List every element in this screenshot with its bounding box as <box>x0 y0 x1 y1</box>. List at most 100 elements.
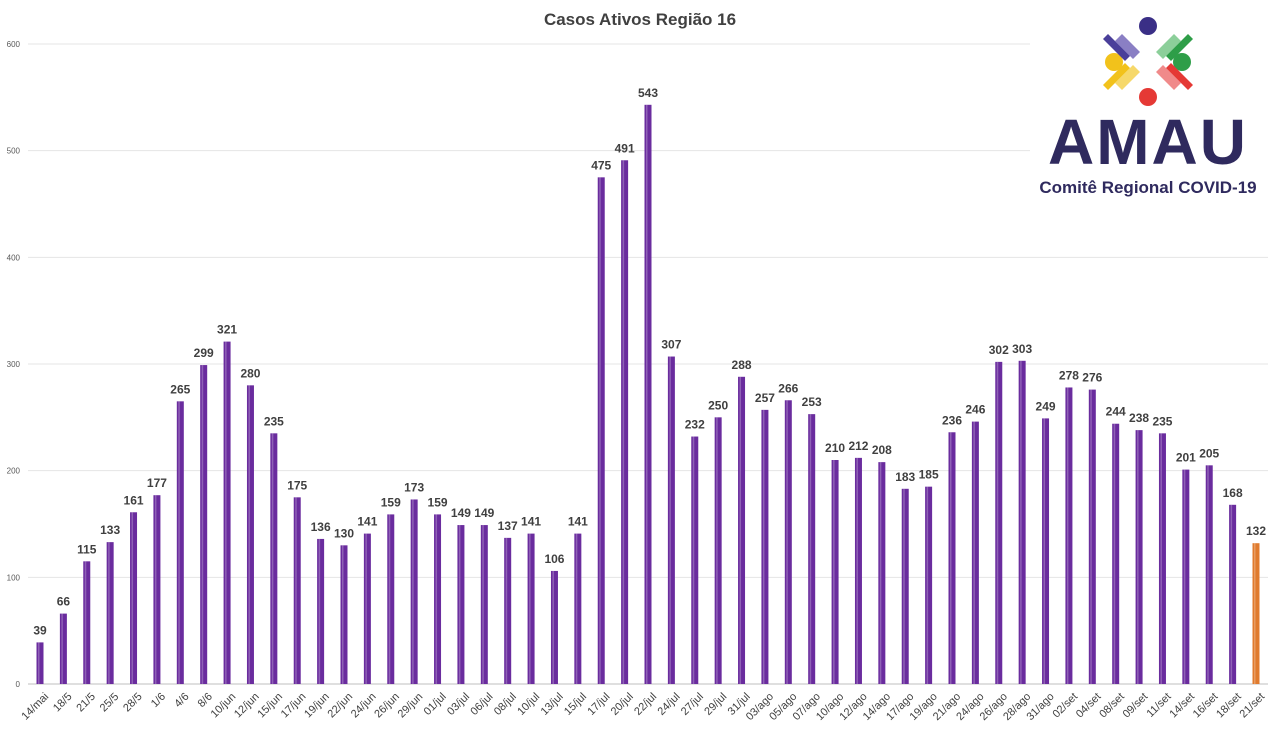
x-tick-label: 13/jul <box>539 691 566 718</box>
bar <box>106 542 114 684</box>
bar-shine <box>318 538 321 684</box>
data-label: 232 <box>685 418 705 432</box>
x-tick-label: 27/jul <box>679 691 706 718</box>
data-label: 136 <box>311 520 331 534</box>
data-label: 257 <box>755 391 775 405</box>
bar-shine <box>505 537 508 684</box>
x-tick-label: 18/5 <box>51 691 75 715</box>
bar <box>667 356 675 684</box>
bar-shine <box>879 462 882 684</box>
bar-shine <box>225 341 227 684</box>
bar <box>457 525 465 684</box>
amau-emblem-icon <box>1103 17 1193 106</box>
data-label: 246 <box>965 403 985 417</box>
bar <box>878 462 886 684</box>
bar-shine <box>1113 423 1116 684</box>
bar-shine <box>552 570 554 684</box>
bar-shine <box>762 409 765 684</box>
data-label: 276 <box>1082 371 1102 385</box>
bar <box>59 613 67 684</box>
bar <box>434 514 442 684</box>
bar <box>995 361 1003 684</box>
x-tick-label: 29/jun <box>396 691 426 721</box>
data-label: 173 <box>404 480 424 494</box>
x-tick-label: 28/5 <box>121 691 145 715</box>
x-tick-label: 19/jun <box>302 691 332 721</box>
bar <box>574 533 582 684</box>
data-label: 244 <box>1106 405 1126 419</box>
x-tick-label: 01/jul <box>422 691 449 718</box>
data-label: 159 <box>381 495 401 509</box>
bar <box>200 365 208 684</box>
bar-shine <box>271 433 274 684</box>
bar <box>948 432 956 684</box>
bar <box>83 561 91 684</box>
bar-shine <box>1207 465 1209 684</box>
bar-shine <box>529 533 531 684</box>
x-tick-label: 4/6 <box>172 691 191 710</box>
x-tick-label: 17/jun <box>279 691 309 721</box>
data-label: 210 <box>825 441 845 455</box>
bar-shine <box>435 514 438 684</box>
data-label: 149 <box>451 506 471 520</box>
bar-shine <box>178 401 180 684</box>
data-label: 266 <box>778 381 798 395</box>
bar-shine <box>903 488 905 684</box>
data-label: 175 <box>287 478 307 492</box>
x-tick-label: 26/jun <box>372 691 402 721</box>
data-label: 168 <box>1223 486 1243 500</box>
logo-wordmark: AMAU <box>1048 106 1248 178</box>
data-label: 133 <box>100 523 120 537</box>
bar-shine <box>248 385 250 684</box>
data-label: 235 <box>1152 414 1172 428</box>
bar-shine <box>809 414 812 684</box>
bars <box>36 104 1260 685</box>
bar-shine <box>1183 469 1186 684</box>
data-label: 183 <box>895 470 915 484</box>
bar-shine <box>84 561 87 684</box>
bar-shine <box>61 613 63 684</box>
bar <box>1229 504 1237 684</box>
x-tick-label: 16/set <box>1191 691 1221 721</box>
y-tick-label: 0 <box>16 680 21 689</box>
bar <box>1252 543 1260 684</box>
data-label: 265 <box>170 382 190 396</box>
bar <box>714 417 722 684</box>
bar-shine <box>739 376 742 684</box>
bar <box>831 460 839 684</box>
bar-shine <box>575 533 578 684</box>
bar <box>223 341 231 684</box>
x-tick-label: 21/set <box>1238 691 1268 721</box>
bar-shine <box>1230 504 1233 684</box>
bar-shine <box>108 542 110 684</box>
bar <box>1088 389 1096 684</box>
data-label: 66 <box>57 595 71 609</box>
bar-shine <box>154 495 157 684</box>
bar-shine <box>1090 389 1092 684</box>
bar-shine <box>388 514 391 684</box>
bar <box>784 400 792 684</box>
x-tick-label: 08/set <box>1097 691 1127 721</box>
bar <box>644 104 652 685</box>
data-label: 491 <box>615 141 635 155</box>
bar <box>270 433 278 684</box>
logo-subtitle: Comitê Regional COVID-19 <box>1039 178 1257 197</box>
data-label: 106 <box>544 552 564 566</box>
bar-shine <box>669 356 671 684</box>
bar <box>387 514 395 684</box>
x-tick-label: 24/jun <box>349 691 379 721</box>
bar <box>901 488 909 684</box>
bar <box>153 495 161 684</box>
bar <box>550 570 558 684</box>
y-tick-label: 200 <box>7 467 21 476</box>
data-label: 321 <box>217 323 237 337</box>
data-label: 249 <box>1036 399 1056 413</box>
x-tick-label: 11/set <box>1145 691 1174 720</box>
bar-shine <box>412 499 414 684</box>
bar <box>1065 387 1073 684</box>
x-tick-label: 04/set <box>1074 691 1104 721</box>
chart-title: Casos Ativos Região 16 <box>543 10 737 29</box>
bar <box>130 512 138 684</box>
bar <box>1182 469 1190 684</box>
bar-shine <box>716 417 718 684</box>
